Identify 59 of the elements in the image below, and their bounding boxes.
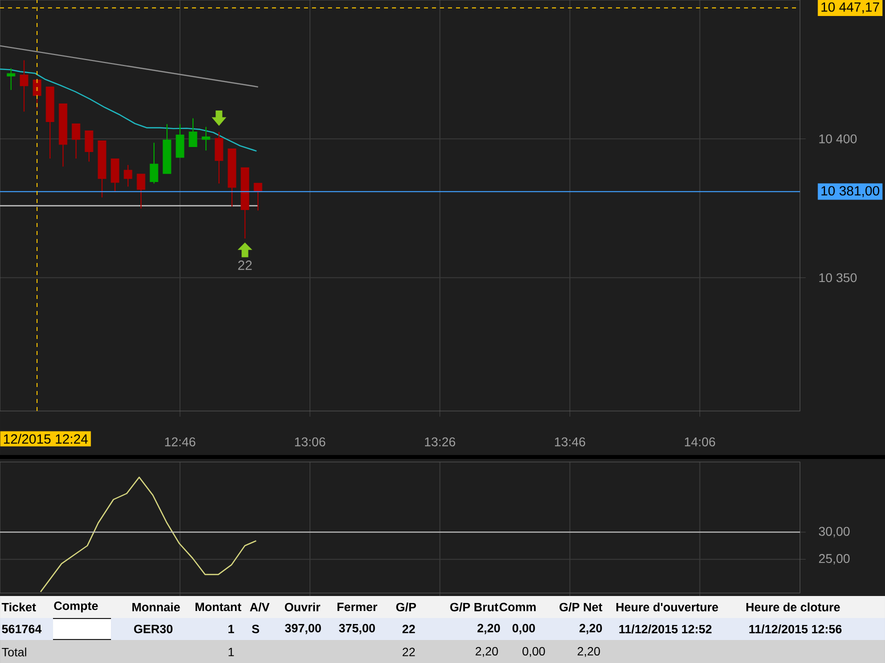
text: Heure de cloture <box>746 602 840 612</box>
ref-line-label: 10 381,00 <box>821 186 880 198</box>
text: 561764 <box>2 624 42 634</box>
text: Compte <box>54 602 98 612</box>
text: G/P Brut <box>450 602 498 612</box>
annotation: 22 <box>238 260 252 270</box>
text: 1 <box>228 624 234 634</box>
text: S <box>252 624 260 634</box>
text: 0,00 <box>522 647 545 657</box>
text: 11/12/2015 12:52 <box>619 624 712 634</box>
text: 397,00 <box>284 624 321 634</box>
text: 2,20 <box>578 647 600 657</box>
text: GER30 <box>134 624 172 634</box>
candlestick <box>150 142 158 184</box>
y-tick-label: 30,00 <box>818 526 850 538</box>
candlestick <box>20 60 28 112</box>
text: G/P <box>396 602 416 612</box>
text: Heure d'ouverture <box>616 602 718 612</box>
text: G/P Net <box>560 602 602 612</box>
candlestick <box>202 126 210 151</box>
text: 2,20 <box>477 624 500 634</box>
line-series <box>0 68 258 152</box>
text: 0,00 <box>512 624 535 634</box>
y-tick-label: 10 400 <box>819 134 857 144</box>
text: Comm <box>500 602 536 612</box>
text: 2,20 <box>579 624 602 634</box>
text: A/V <box>250 602 270 612</box>
text: Ouvrir <box>284 602 320 612</box>
x-tick-label: 12:46 <box>165 437 196 446</box>
text: Ticket <box>2 602 36 612</box>
text: Montant <box>196 602 242 612</box>
candlestick <box>254 182 262 211</box>
text: 11/12/2015 12:56 <box>749 624 842 634</box>
candlestick <box>6 68 16 90</box>
text: Total <box>2 648 26 656</box>
text: Monnaie <box>132 602 180 612</box>
candlestick <box>214 131 224 184</box>
candlestick <box>188 118 198 148</box>
text: 22 <box>402 648 415 656</box>
x-tick-label: 14:06 <box>684 437 716 446</box>
text: 22 <box>402 624 415 634</box>
y-tick-label: 10 350 <box>819 273 857 282</box>
ref-line-label: 10 447,17 <box>821 2 880 14</box>
candlestick <box>136 174 146 210</box>
x-tick-label: 13:06 <box>295 437 326 446</box>
x-tick-label: 13:26 <box>425 437 456 446</box>
text: 2,20 <box>476 647 498 657</box>
y-tick-label: 25,00 <box>819 554 850 565</box>
ref-line-label: 12/2015 12:24 <box>4 434 88 444</box>
candlestick <box>72 123 80 160</box>
text: 1 <box>228 648 234 656</box>
text: 375,00 <box>338 624 375 634</box>
candlestick <box>124 164 132 188</box>
line-series <box>40 476 257 592</box>
candlestick <box>176 124 184 158</box>
text: Fermer <box>338 602 378 612</box>
x-tick-label: 13:46 <box>554 437 586 446</box>
candlestick <box>84 130 94 162</box>
candlestick <box>110 158 120 192</box>
